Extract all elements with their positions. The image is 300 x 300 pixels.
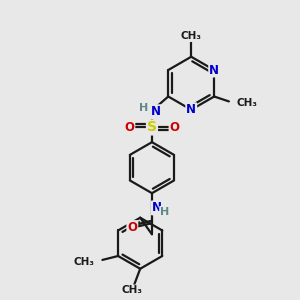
Text: O: O [127, 221, 137, 234]
Text: N: N [209, 64, 219, 76]
Text: CH₃: CH₃ [237, 98, 258, 108]
Text: CH₃: CH₃ [181, 31, 202, 41]
Text: CH₃: CH₃ [122, 285, 143, 296]
Text: O: O [124, 121, 134, 134]
Text: O: O [169, 121, 179, 134]
Text: N: N [186, 103, 196, 116]
Text: H: H [160, 207, 169, 217]
Text: H: H [140, 103, 149, 113]
Text: CH₃: CH₃ [74, 257, 94, 267]
Text: N: N [152, 201, 162, 214]
Text: S: S [147, 120, 157, 134]
Text: N: N [151, 105, 161, 118]
